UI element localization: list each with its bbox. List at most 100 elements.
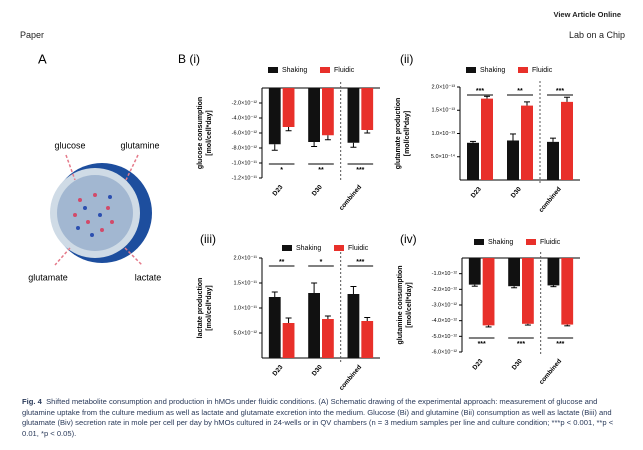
x-tick-label: combined — [338, 364, 363, 392]
y-axis-unit: [mol/cell*day] — [206, 110, 213, 156]
y-tick-label: -1.0×10⁻¹¹ — [232, 160, 258, 166]
significance-label: *** — [356, 259, 364, 266]
x-tick-label: combined — [538, 358, 563, 386]
legend-label: Shaking — [480, 67, 505, 74]
y-axis-title: glutamate production — [395, 98, 402, 170]
legend-swatch — [282, 245, 292, 251]
bar — [522, 258, 534, 324]
x-tick-label: D23 — [271, 184, 284, 198]
significance-label: * — [320, 259, 323, 266]
bar — [521, 105, 533, 180]
panel-label: (iv) — [400, 232, 417, 246]
x-tick-label: D30 — [511, 358, 524, 372]
y-axis-title: lactate production — [197, 278, 204, 339]
legend-label: Shaking — [296, 245, 321, 252]
bar — [282, 323, 295, 358]
significance-label: ** — [279, 259, 285, 266]
y-tick-label: -4.0×10⁻¹² — [232, 115, 258, 121]
x-tick-label: D23 — [471, 358, 484, 372]
bar — [468, 258, 481, 285]
caption-label: Fig. 4 — [22, 397, 42, 406]
y-tick-label: 1.5×10⁻¹¹ — [233, 280, 257, 286]
x-tick-label: D23 — [271, 364, 284, 378]
cell-diagram — [50, 154, 152, 266]
bar — [322, 319, 334, 358]
bar — [561, 258, 574, 325]
x-tick-label: D30 — [510, 186, 523, 200]
journal-name: Lab on a Chip — [568, 30, 625, 40]
panel-label: (ii) — [400, 52, 413, 66]
y-tick-label: 5.0×10⁻¹⁴ — [431, 153, 456, 160]
bar — [322, 88, 334, 136]
y-axis-unit: [mol/cell*day] — [406, 282, 413, 328]
legend-swatch — [334, 245, 344, 251]
x-tick-label: D30 — [311, 364, 324, 378]
bar — [508, 258, 520, 287]
bar — [308, 88, 320, 142]
x-tick-label: combined — [338, 184, 363, 212]
y-tick-label: -2.0×10⁻¹² — [232, 100, 258, 106]
bar — [347, 294, 360, 358]
legend-label: Fluidic — [540, 239, 561, 246]
significance-label: *** — [356, 167, 364, 174]
y-axis-title: glucose consumption — [197, 97, 204, 169]
y-tick-label: 1.0×10⁻¹³ — [431, 131, 455, 137]
legend-swatch — [268, 67, 278, 73]
y-tick-label: 1.5×10⁻¹³ — [431, 108, 455, 114]
y-tick-label: -8.0×10⁻¹² — [232, 145, 258, 151]
bar — [268, 88, 281, 145]
y-tick-label: -3.0×10⁻¹² — [432, 302, 458, 308]
legend-label: Fluidic — [334, 67, 355, 74]
y-tick-label: 5.0×10⁻¹² — [233, 330, 257, 336]
bar — [347, 88, 360, 143]
bar — [547, 141, 559, 180]
x-tick-label: combined — [538, 186, 563, 214]
metabolite-label: glutamine — [120, 140, 159, 150]
y-tick-label: 2.0×10⁻¹¹ — [233, 255, 257, 261]
y-axis-unit: [mol/cell*day] — [206, 285, 213, 331]
significance-label: *** — [556, 88, 564, 95]
x-tick-label: D30 — [311, 184, 324, 198]
y-axis-unit: [mol/cell*day] — [404, 111, 411, 157]
legend-swatch — [466, 67, 476, 73]
caption-text: Shifted metabolite consumption and produ… — [22, 397, 614, 438]
y-axis-title: glutamine consumption — [397, 266, 404, 345]
bar — [547, 258, 560, 286]
bar — [282, 88, 295, 127]
section-label: Paper — [20, 30, 45, 40]
panel-label: A — [38, 51, 47, 66]
y-tick-label: -6.0×10⁻¹² — [432, 349, 458, 355]
bar — [481, 98, 493, 180]
significance-label: *** — [517, 341, 525, 348]
bar — [308, 293, 320, 358]
caption: Fig. 4 Shifted metabolite consumption an… — [22, 397, 627, 439]
bar — [507, 140, 519, 180]
legend-label: Fluidic — [348, 245, 369, 252]
y-tick-label: -2.0×10⁻¹² — [432, 287, 458, 293]
view-online-link[interactable]: View Article Online — [553, 10, 621, 19]
legend-swatch — [526, 239, 536, 245]
y-tick-label: -6.0×10⁻¹² — [232, 130, 258, 136]
significance-label: *** — [476, 88, 484, 95]
bar — [467, 142, 479, 180]
legend-label: Shaking — [282, 67, 307, 74]
bar — [561, 101, 573, 180]
significance-label: *** — [478, 341, 486, 348]
x-tick-label: D23 — [470, 186, 483, 200]
metabolite-label: glucose — [54, 140, 85, 150]
metabolite-label: lactate — [135, 272, 162, 282]
panel-label: (iii) — [200, 232, 216, 246]
y-tick-label: 1.0×10⁻¹¹ — [233, 305, 257, 311]
y-tick-label: -1.0×10⁻¹² — [432, 271, 458, 277]
panel-label: B (i) — [178, 52, 200, 66]
significance-label: *** — [556, 341, 564, 348]
y-tick-label: -1.2×10⁻¹¹ — [232, 175, 258, 181]
legend-label: Fluidic — [532, 67, 553, 74]
bar — [361, 321, 374, 358]
significance-label: * — [280, 167, 283, 174]
significance-label: ** — [318, 167, 324, 174]
legend-swatch — [518, 67, 528, 73]
y-tick-label: -4.0×10⁻¹² — [432, 318, 458, 324]
